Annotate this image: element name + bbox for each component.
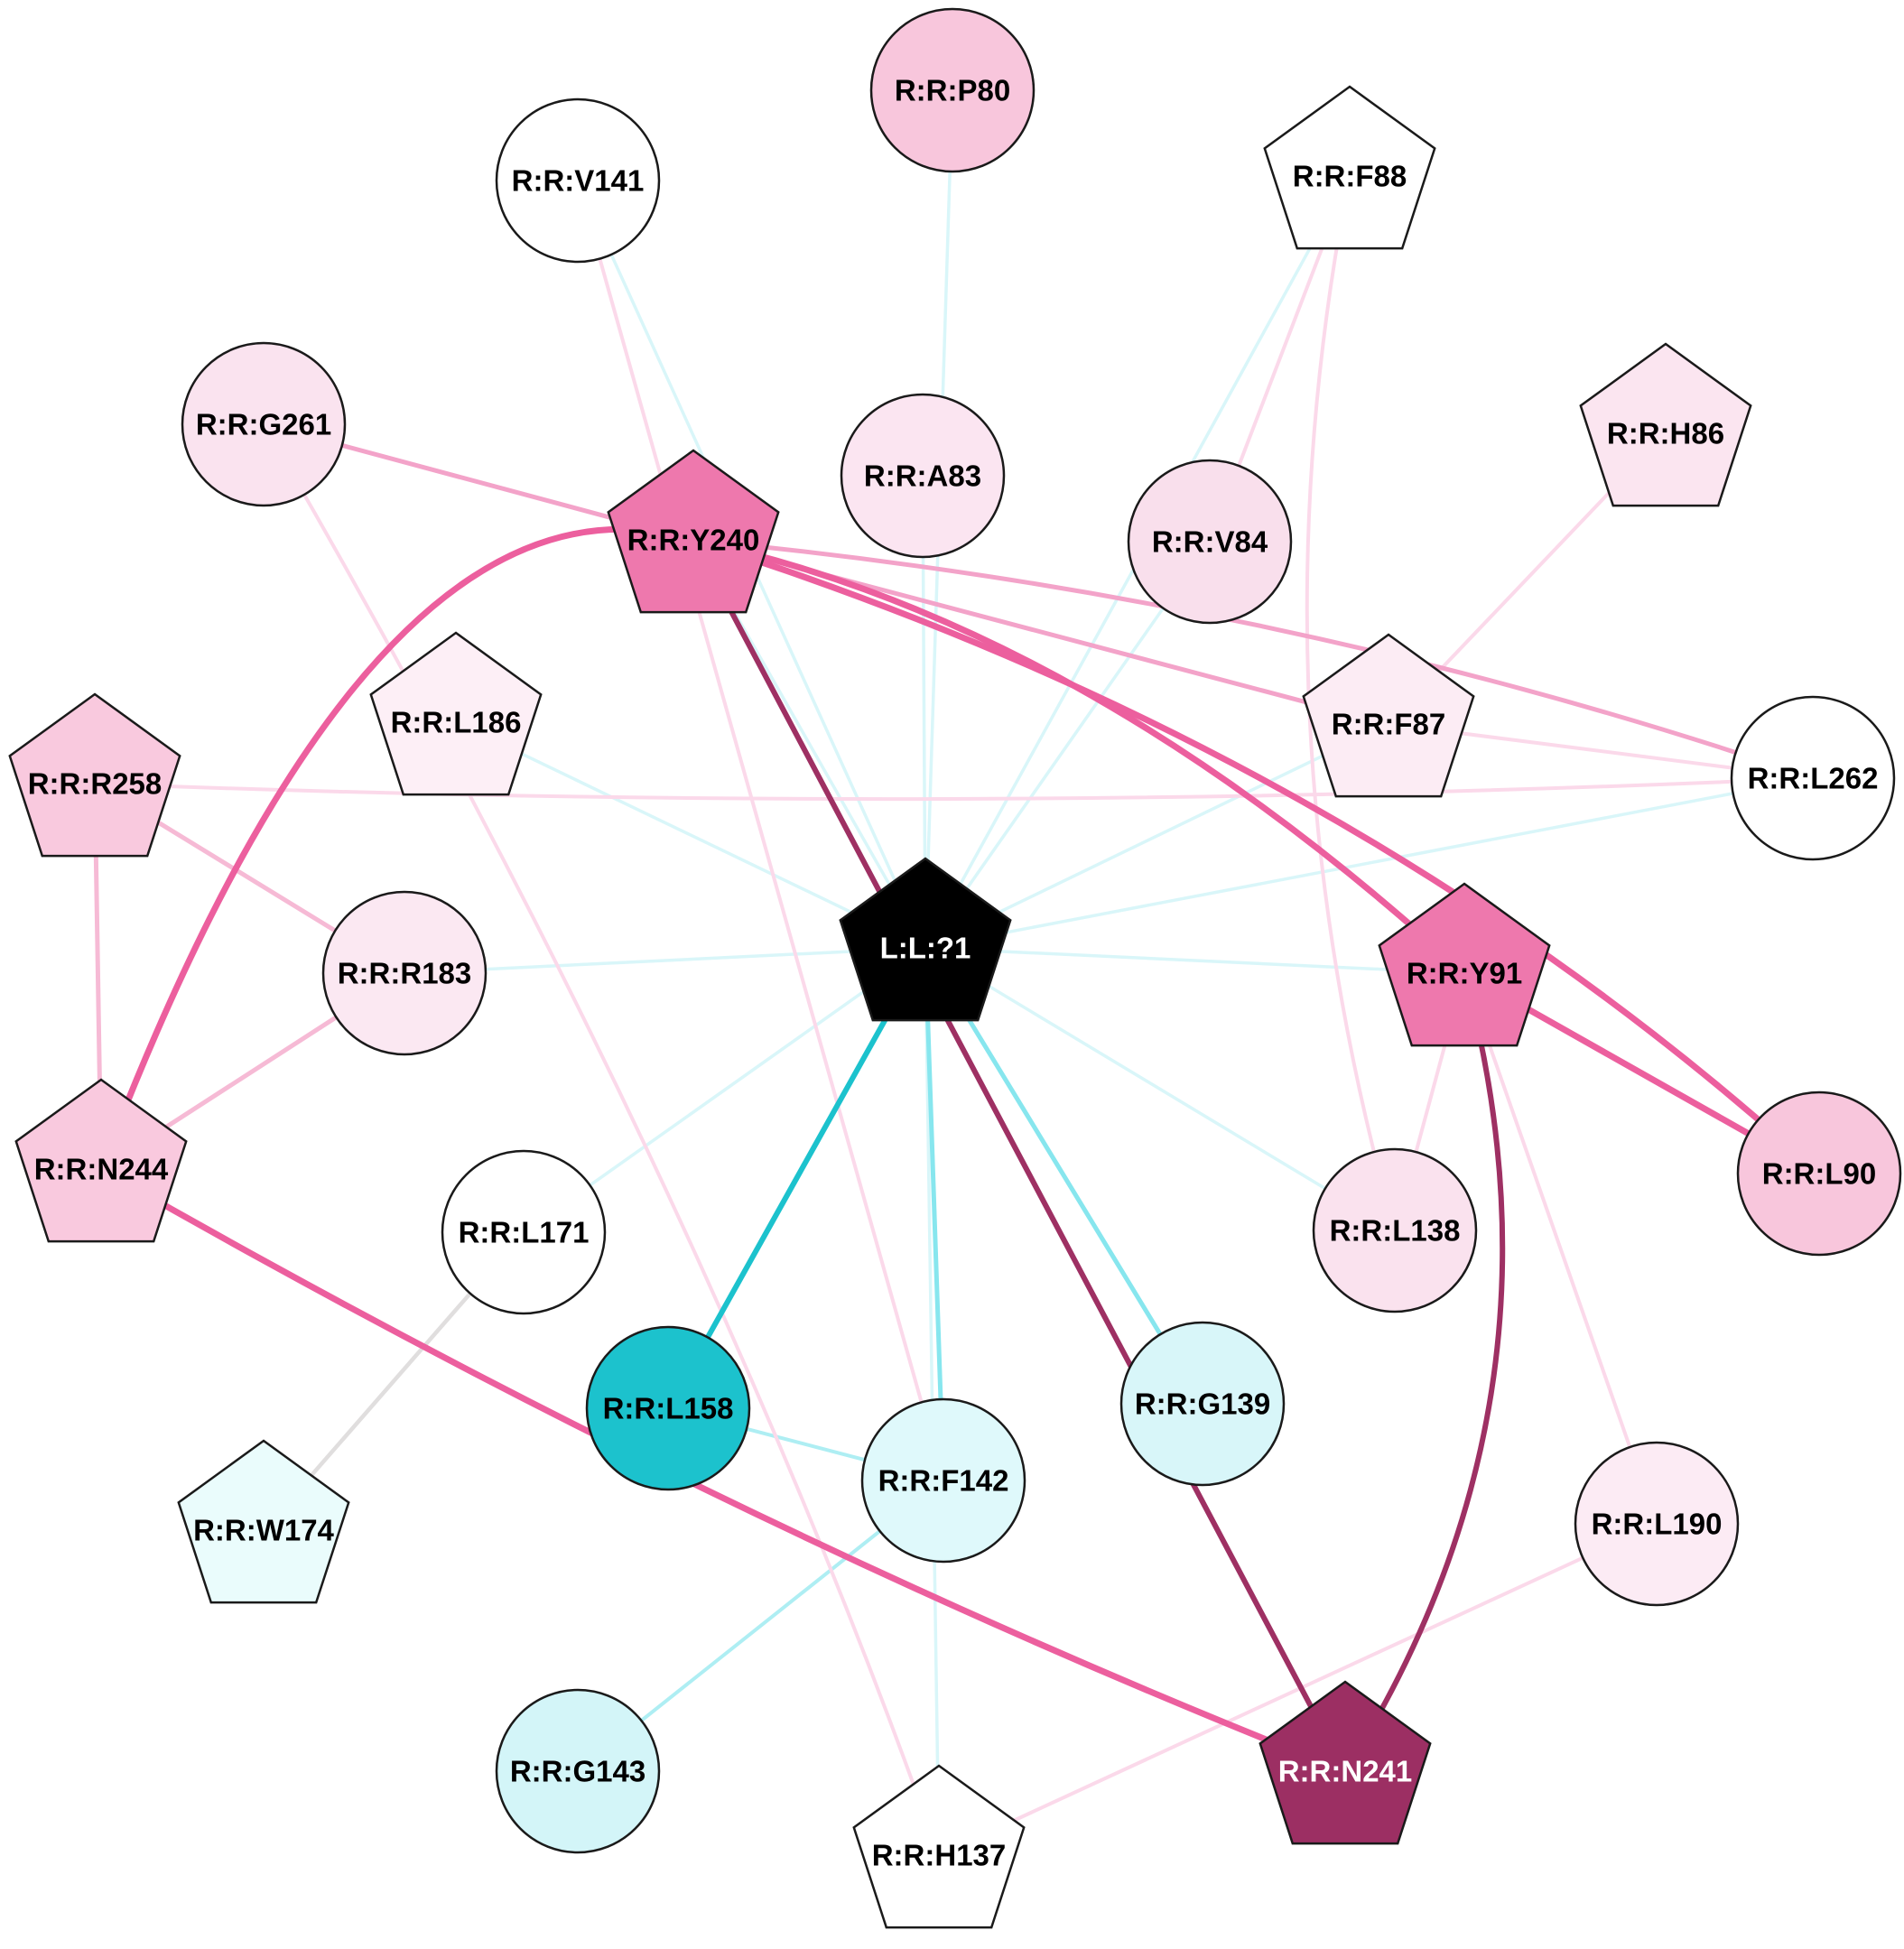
node-R:R:A83[interactable]: [840, 393, 1006, 559]
node-R:R:L262[interactable]: [1730, 695, 1896, 861]
node-R:R:W174[interactable]: [177, 1439, 350, 1604]
node-R:R:N244[interactable]: [14, 1078, 188, 1243]
node-R:R:L90[interactable]: [1736, 1091, 1902, 1257]
node-R:R:F87[interactable]: [1302, 633, 1475, 798]
edge-Y240-L262: [691, 537, 1816, 781]
edge-LIG1-F142: [923, 945, 946, 1483]
edge-LIG1-L138: [924, 946, 1397, 1232]
edge-R258-L262: [93, 776, 1815, 802]
node-R:R:V141[interactable]: [495, 97, 661, 264]
node-R:R:L158[interactable]: [585, 1325, 751, 1491]
edge-V141-F142: [576, 179, 945, 1482]
edge-LIG1-Y91: [924, 946, 1466, 975]
node-R:R:P80[interactable]: [869, 7, 1036, 173]
node-R:R:H137[interactable]: [852, 1764, 1026, 1929]
edge-Y91-N241: [1342, 970, 1506, 1774]
node-L:L:?1[interactable]: [839, 857, 1012, 1022]
node-R:R:F88[interactable]: [1263, 85, 1436, 250]
edge-N244-N241: [98, 1165, 1349, 1775]
node-R:R:G143[interactable]: [495, 1688, 661, 1854]
edge-L190-H137: [937, 1522, 1658, 1857]
edge-LIG1-V84: [924, 540, 1212, 950]
node-R:R:R258[interactable]: [8, 692, 181, 858]
edge-Y240-N241: [691, 537, 1348, 1774]
node-R:R:L186[interactable]: [369, 631, 543, 796]
node-layer: [8, 7, 1902, 1929]
edge-Y240-N244: [98, 525, 697, 1173]
node-R:R:H86[interactable]: [1579, 342, 1752, 507]
node-R:R:L190[interactable]: [1574, 1441, 1740, 1607]
edge-Y240-L90: [690, 536, 1823, 1177]
node-R:R:R183[interactable]: [321, 890, 488, 1056]
node-R:R:Y91[interactable]: [1378, 882, 1551, 1047]
node-R:R:N241[interactable]: [1258, 1680, 1432, 1845]
edge-LIG1-L186: [454, 720, 927, 950]
edge-LIG1-L158: [665, 945, 928, 1411]
edge-LIG1-G139: [923, 945, 1205, 1406]
node-R:R:G261[interactable]: [181, 341, 347, 507]
node-R:R:L138[interactable]: [1312, 1147, 1478, 1313]
node-R:R:V84[interactable]: [1127, 459, 1293, 625]
edge-G261-H137: [262, 422, 941, 1857]
node-R:R:G139[interactable]: [1119, 1321, 1286, 1487]
node-R:R:L171[interactable]: [441, 1149, 607, 1315]
edge-LIG1-L262: [924, 776, 1815, 950]
edge-LIG1-R183: [403, 946, 927, 975]
node-R:R:Y240[interactable]: [607, 449, 780, 614]
node-R:R:F142[interactable]: [860, 1397, 1026, 1564]
edge-Y91-L190: [1463, 971, 1658, 1526]
